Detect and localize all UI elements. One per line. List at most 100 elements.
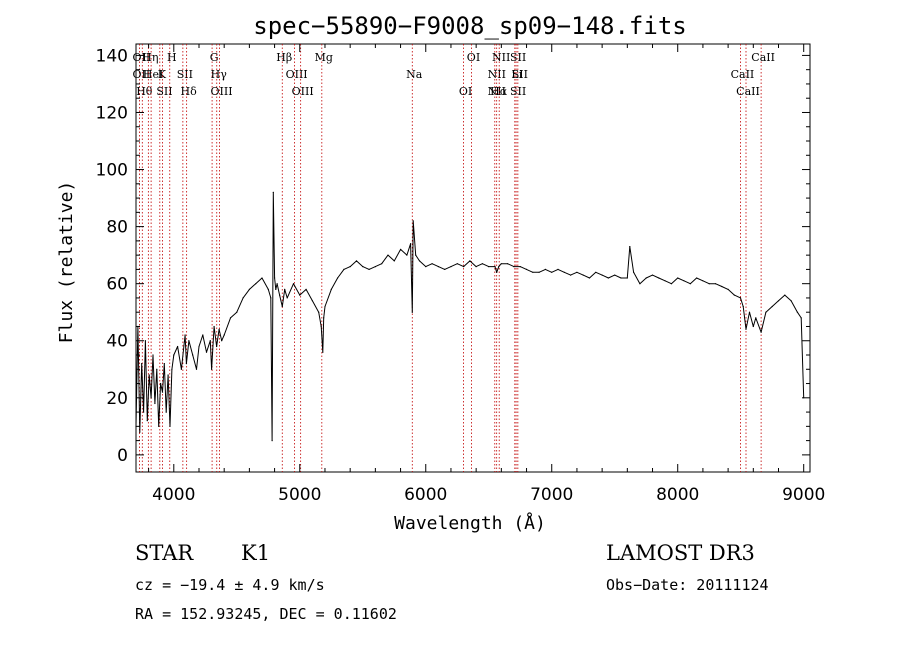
spectrum-point <box>708 283 710 285</box>
spectrum-point <box>702 280 704 282</box>
plot-frame <box>135 43 811 473</box>
line-marker-label: OIII <box>210 85 232 98</box>
spectrum-point <box>236 311 238 313</box>
spectrum-line <box>135 191 805 442</box>
spectrum-point <box>629 246 631 248</box>
spectrum-series <box>135 191 805 442</box>
line-marker-label: CaII <box>731 68 755 81</box>
line-marker-label: NII <box>488 68 506 81</box>
spectrum-point <box>286 297 288 299</box>
spectrum-point <box>544 268 547 270</box>
line-marker-label: SII <box>177 68 193 81</box>
spectrum-point <box>144 340 146 342</box>
spectrum-point <box>154 402 156 405</box>
line-marker-label: Mg <box>315 51 333 64</box>
spectrum-point <box>614 274 616 276</box>
spectrum-point <box>387 254 389 256</box>
y-tick-label: 140 <box>96 46 128 66</box>
line-marker-label: SII <box>156 85 172 98</box>
spectrum-point <box>271 440 273 442</box>
spectrum-point <box>437 266 439 268</box>
spectrum-point <box>180 368 182 370</box>
spectrum-point <box>677 277 679 279</box>
line-marker-label: OI <box>459 85 472 98</box>
spectrum-point <box>160 382 162 385</box>
spectrum-point <box>410 243 412 245</box>
spectrum-point <box>171 368 173 370</box>
chart-title: spec−55890−F9008_sp09−148.fits <box>253 12 686 40</box>
line-marker-label: H <box>167 51 177 64</box>
spectrum-point <box>748 311 751 313</box>
spectrum-point <box>513 266 515 268</box>
spectrum-point <box>318 311 320 313</box>
spectrum-point <box>292 283 295 285</box>
spectrum-point <box>431 263 433 265</box>
spectrum-point <box>784 294 786 296</box>
observation-date: Obs−Date: 20111124 <box>606 576 769 594</box>
spectrum-point <box>213 325 215 328</box>
spectrum-point <box>202 334 204 336</box>
spectrum-point <box>626 277 628 279</box>
object-class: STAR <box>135 541 194 565</box>
spectrum-point <box>368 268 370 270</box>
spectrum-point <box>323 317 325 319</box>
line-marker-label: Na <box>406 68 423 81</box>
line-marker-label: SII <box>510 51 526 64</box>
spectrum-point <box>745 328 747 330</box>
spectrum-point <box>355 260 358 262</box>
y-tick-label: 100 <box>96 161 128 181</box>
spectrum-point <box>381 263 383 265</box>
x-axis-ticks: 4000 5000 6000 7000 8000 9000 <box>148 44 825 505</box>
spectrum-point <box>270 297 272 299</box>
spectrum-point <box>469 260 471 262</box>
spectrum-point <box>498 266 500 268</box>
spectrum-point <box>229 317 232 319</box>
spectrum-point <box>320 325 322 328</box>
y-tick-label: 60 <box>106 275 128 295</box>
spectrum-point <box>475 266 477 268</box>
spectrum-point <box>211 368 213 370</box>
spectrum-point <box>639 283 641 285</box>
spectrum-point <box>803 397 805 399</box>
line-marker-label: Hγ <box>211 68 228 81</box>
spectrum-point <box>374 266 376 268</box>
line-marker-label: SII <box>510 85 526 98</box>
spectrum-point <box>221 340 223 342</box>
spectrum-point <box>143 411 145 413</box>
spectrum-point <box>305 288 307 290</box>
spectrum-point <box>444 268 446 270</box>
spectrum-point <box>223 334 225 336</box>
spectrum-point <box>161 391 164 393</box>
spectrum-point <box>209 340 211 342</box>
spectrum-point <box>425 266 427 268</box>
x-tick-label: 6000 <box>404 485 447 505</box>
spectrum-point <box>800 317 802 319</box>
spectrum-point <box>456 263 458 265</box>
line-marker-label: NII <box>488 85 506 98</box>
y-tick-label: 0 <box>117 446 128 466</box>
spectrum-point <box>658 277 660 279</box>
spectrum-point <box>188 340 190 342</box>
survey-name: LAMOST DR3 <box>606 541 755 565</box>
spectrum-point <box>645 277 647 279</box>
x-tick-label: 5000 <box>278 485 321 505</box>
spectrum-point <box>362 266 364 268</box>
spectrum-point <box>311 300 313 302</box>
spectrum-point <box>790 300 792 302</box>
spectrum-point <box>519 266 521 268</box>
coordinates: RA = 152.93245, DEC = 0.11602 <box>135 605 397 623</box>
spectrum-point <box>216 345 218 348</box>
spectrum-point <box>137 325 139 328</box>
x-axis-label: Wavelength (Å) <box>394 512 546 534</box>
spectrum-point <box>721 285 723 288</box>
spectrum-point <box>481 263 483 265</box>
spectrum-point <box>796 311 799 313</box>
x-tick-label: 8000 <box>656 485 699 505</box>
spectrum-point <box>261 277 263 279</box>
spectrum-point <box>411 311 413 313</box>
spectrum-point <box>343 268 345 270</box>
line-marker-label: OIII <box>292 85 314 98</box>
spectrum-point <box>272 191 274 193</box>
object-subclass: K1 <box>241 541 270 565</box>
line-marker-label: OI <box>467 51 480 64</box>
